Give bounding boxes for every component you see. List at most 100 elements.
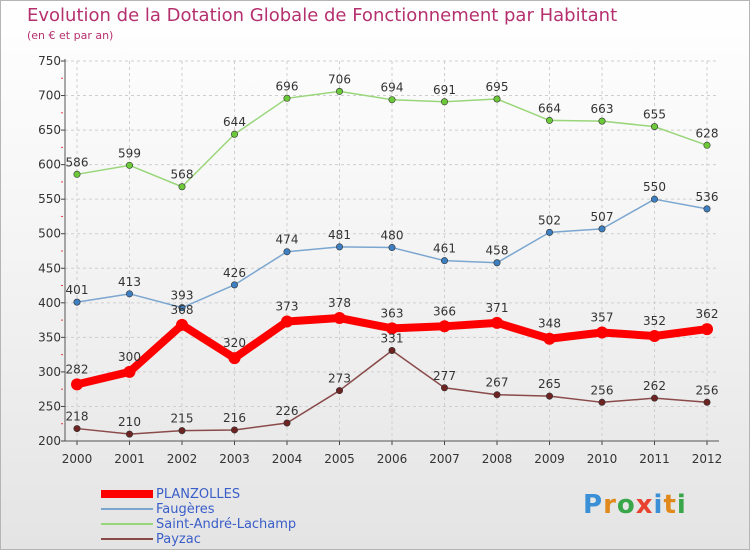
data-point-3 <box>231 426 239 434</box>
data-label-3: 216 <box>223 411 246 425</box>
data-point-2 <box>440 98 448 106</box>
y-tick-label: 400 <box>38 296 61 310</box>
data-label-3: 277 <box>433 369 456 383</box>
data-point-3 <box>493 391 501 399</box>
data-point-2 <box>598 117 606 125</box>
data-label-3: 331 <box>381 331 404 345</box>
data-label-2: 664 <box>538 101 561 115</box>
data-point-0 <box>596 326 608 339</box>
data-point-2 <box>545 116 553 124</box>
data-label-3: 210 <box>118 415 141 429</box>
data-point-1 <box>388 244 396 252</box>
data-point-1 <box>231 281 239 289</box>
data-label-2: 694 <box>381 81 404 95</box>
data-label-1: 480 <box>381 229 404 243</box>
x-tick-label: 2009 <box>534 452 565 466</box>
data-point-1 <box>598 225 606 233</box>
data-label-1: 507 <box>591 210 614 224</box>
x-tick-label: 2010 <box>587 452 618 466</box>
data-point-1 <box>126 290 134 298</box>
data-label-0: 357 <box>591 311 614 325</box>
data-label-0: 348 <box>538 317 561 331</box>
data-label-3: 267 <box>486 376 509 390</box>
y-tick-label: 200 <box>38 434 61 448</box>
data-label-2: 586 <box>66 155 89 169</box>
data-label-3: 226 <box>276 404 299 418</box>
data-point-0 <box>123 365 136 378</box>
data-labels: 586 599 568 644 696 706 694 691 695 664 663 655 628 4… <box>66 72 719 429</box>
chart-title: Evolution de la Dotation Globale de Fonc… <box>27 5 618 26</box>
data-label-3: 256 <box>591 383 614 397</box>
data-point-0 <box>648 329 661 342</box>
data-label-1: 426 <box>223 266 246 280</box>
data-point-3 <box>178 427 186 435</box>
data-label-1: 550 <box>643 180 666 194</box>
x-tick-label: 2003 <box>219 452 250 466</box>
data-point-1 <box>440 257 448 265</box>
proxiti-logo: Proxiti <box>583 490 687 520</box>
y-tick-label: 600 <box>38 158 61 172</box>
data-label-2: 696 <box>276 79 299 93</box>
data-label-2: 695 <box>486 80 509 94</box>
legend-swatch-planzolles <box>101 490 153 498</box>
x-tick-label: 2011 <box>639 452 670 466</box>
data-point-2 <box>703 141 711 149</box>
data-point-1 <box>335 243 343 251</box>
data-point-2 <box>388 96 396 104</box>
data-point-0 <box>333 312 346 325</box>
data-point-0 <box>438 320 451 333</box>
data-label-2: 691 <box>433 83 456 97</box>
legend-label-faugeres: Faugères <box>156 502 215 517</box>
logo-letter: i <box>653 490 664 520</box>
data-point-1 <box>493 259 501 267</box>
data-point-3 <box>283 419 291 427</box>
data-label-1: 401 <box>66 283 89 297</box>
data-label-0: 378 <box>328 296 351 310</box>
x-tick-label: 2001 <box>114 452 145 466</box>
y-tick-label: 750 <box>38 54 61 68</box>
data-label-0: 352 <box>643 314 666 328</box>
data-label-3: 273 <box>328 372 351 386</box>
logo-letter: t <box>663 490 677 520</box>
data-point-2 <box>650 123 658 131</box>
logo-letter: r <box>603 490 617 520</box>
data-label-0: 362 <box>696 307 719 321</box>
data-point-0 <box>386 322 398 335</box>
y-tick-label: 650 <box>38 123 61 137</box>
data-label-2: 599 <box>118 146 141 160</box>
data-point-3 <box>73 425 81 433</box>
data-label-3: 262 <box>643 379 666 393</box>
data-label-0: 371 <box>486 301 509 315</box>
data-point-1 <box>283 248 291 256</box>
y-tick-label: 300 <box>38 365 61 379</box>
data-label-2: 663 <box>591 102 614 116</box>
data-label-0: 282 <box>66 362 89 376</box>
y-tick-label: 700 <box>38 89 61 103</box>
data-point-2 <box>178 183 186 191</box>
data-point-2 <box>231 130 239 138</box>
x-tick-label: 2012 <box>692 452 723 466</box>
legend-label-planzolles: PLANZOLLES <box>156 487 241 502</box>
data-label-1: 461 <box>433 242 456 256</box>
data-point-3 <box>388 346 396 354</box>
data-point-3 <box>703 398 711 406</box>
data-label-2: 644 <box>223 115 246 129</box>
data-point-2 <box>73 170 81 178</box>
data-point-2 <box>335 87 343 95</box>
data-point-3 <box>335 387 343 395</box>
x-tick-label: 2002 <box>167 452 198 466</box>
data-point-2 <box>493 95 501 103</box>
x-tick-label: 2005 <box>324 452 355 466</box>
data-label-0: 363 <box>381 306 404 320</box>
data-label-2: 568 <box>171 168 194 182</box>
logo-letter: x <box>635 490 654 520</box>
legend-label-payzac: Payzac <box>156 532 201 547</box>
data-point-3 <box>440 384 448 392</box>
legend-swatch-faugeres <box>101 508 153 510</box>
data-label-2: 628 <box>696 126 719 140</box>
data-label-1: 502 <box>538 213 561 227</box>
data-point-1 <box>73 298 81 306</box>
data-point-0 <box>701 323 713 336</box>
data-point-1 <box>650 195 658 203</box>
